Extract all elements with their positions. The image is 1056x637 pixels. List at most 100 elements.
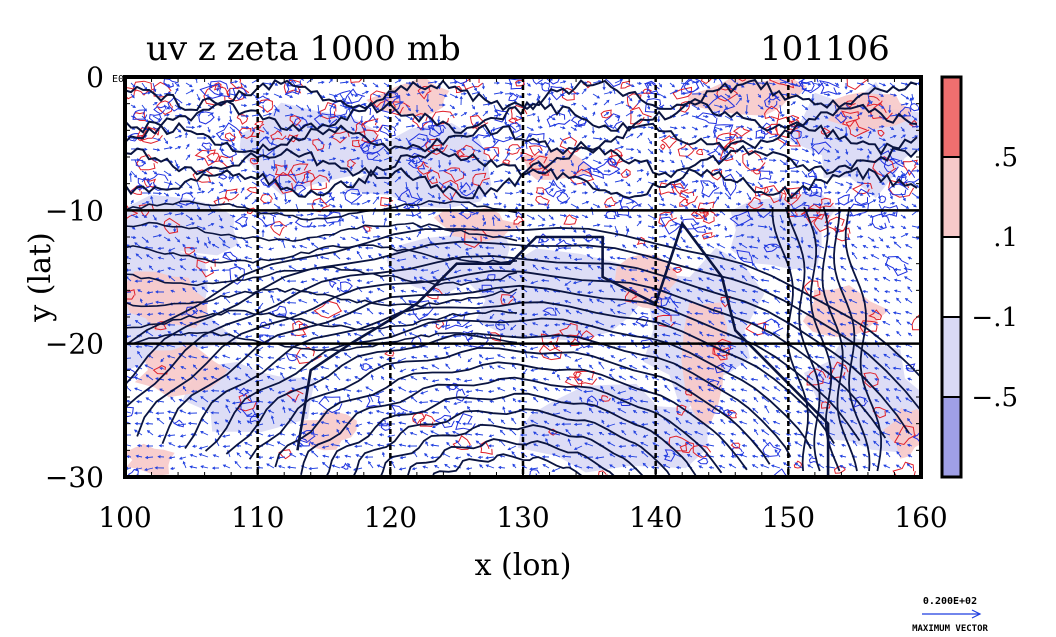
wind-vector bbox=[643, 243, 649, 249]
zeta-contour-line bbox=[544, 179, 565, 198]
wind-vector-head bbox=[771, 397, 776, 401]
wind-vector bbox=[324, 395, 330, 403]
wind-vector bbox=[903, 409, 913, 414]
wind-vector-head bbox=[563, 246, 567, 250]
wind-vector-head bbox=[276, 109, 280, 113]
wind-vector bbox=[328, 192, 335, 201]
wind-vector-head bbox=[267, 367, 272, 372]
wind-vector-head bbox=[584, 325, 588, 329]
wind-vector-head bbox=[883, 376, 887, 379]
zeta-contour-line bbox=[600, 109, 613, 119]
wind-vector-head bbox=[420, 391, 424, 395]
wind-vector bbox=[907, 286, 913, 293]
wind-vector-head bbox=[629, 375, 633, 379]
wind-vector-head bbox=[400, 266, 405, 269]
wind-vector-head bbox=[664, 296, 668, 300]
wind-vector bbox=[482, 93, 487, 100]
wind-vector bbox=[454, 269, 462, 273]
wind-vector-head bbox=[366, 421, 371, 425]
wind-vector bbox=[188, 355, 198, 359]
zeta-contour-line bbox=[733, 125, 751, 138]
wind-vector-head bbox=[881, 181, 886, 185]
wind-vector-head bbox=[155, 290, 159, 294]
wind-vector-head bbox=[365, 322, 370, 326]
wind-vector-head bbox=[487, 252, 491, 256]
wind-vector bbox=[807, 375, 814, 381]
wind-vector-head bbox=[336, 419, 340, 423]
wind-vector-head bbox=[805, 149, 809, 153]
wind-vector-head bbox=[395, 95, 399, 99]
wind-vector bbox=[141, 82, 148, 90]
wind-vector-head bbox=[610, 284, 614, 288]
wind-vector bbox=[779, 159, 786, 165]
wind-vector-head bbox=[354, 376, 358, 379]
wind-vector-head bbox=[900, 161, 904, 166]
wind-vector-head bbox=[708, 310, 712, 314]
wind-vector-head bbox=[500, 419, 504, 423]
wind-vector bbox=[525, 141, 528, 150]
zeta-contour-line bbox=[255, 95, 270, 104]
wind-vector-head bbox=[134, 365, 139, 369]
wind-vector-head bbox=[286, 301, 291, 305]
wind-vector-head bbox=[643, 278, 648, 282]
wind-vector-head bbox=[540, 82, 544, 86]
wind-vector bbox=[588, 264, 594, 271]
wind-vector-head bbox=[375, 84, 379, 88]
wind-vector-head bbox=[682, 182, 686, 186]
wind-vector-head bbox=[484, 110, 489, 114]
wind-vector bbox=[339, 104, 348, 109]
wind-vector-head bbox=[631, 200, 636, 204]
wind-vector bbox=[834, 126, 843, 131]
wind-vector bbox=[251, 199, 258, 205]
wind-vector bbox=[713, 129, 717, 139]
wind-vector-head bbox=[627, 183, 631, 187]
wind-vector-head bbox=[320, 203, 324, 207]
wind-vector-head bbox=[299, 244, 303, 248]
wind-vector-head bbox=[907, 377, 911, 381]
wind-vector-head bbox=[253, 214, 258, 218]
wind-vector-head bbox=[840, 396, 844, 400]
wind-vector-head bbox=[550, 335, 555, 340]
zeta-contour-line bbox=[892, 461, 916, 477]
wind-vector-head bbox=[686, 82, 690, 86]
wind-vector bbox=[431, 269, 440, 274]
wind-vector-head bbox=[261, 229, 265, 233]
wind-vector-head bbox=[354, 93, 359, 97]
wind-vector bbox=[564, 354, 572, 359]
wind-vector-head bbox=[561, 148, 566, 152]
wind-vector-head bbox=[142, 160, 147, 165]
wind-vector-head bbox=[463, 112, 468, 116]
wind-vector-head bbox=[236, 243, 240, 247]
wind-vector-head bbox=[663, 234, 668, 239]
zeta-contour-line bbox=[660, 143, 666, 151]
wind-vector bbox=[207, 159, 214, 163]
wind-vector-head bbox=[816, 239, 820, 243]
zeta-contour-line bbox=[260, 173, 278, 187]
wind-vector-head bbox=[530, 281, 534, 285]
wind-vector-head bbox=[265, 131, 269, 135]
wind-vector bbox=[438, 192, 440, 200]
wind-vector bbox=[217, 196, 220, 205]
wind-vector bbox=[735, 223, 744, 227]
wind-vector bbox=[603, 158, 611, 161]
wind-vector-head bbox=[851, 289, 855, 293]
wind-vector bbox=[529, 333, 539, 337]
wind-vector bbox=[851, 243, 858, 249]
wind-vector-head bbox=[884, 290, 888, 294]
wind-vector-head bbox=[609, 224, 613, 228]
wind-vector-head bbox=[803, 409, 807, 414]
wind-vector bbox=[818, 373, 825, 381]
wind-vector-head bbox=[741, 149, 745, 153]
wind-vector bbox=[669, 82, 675, 88]
wind-vector bbox=[695, 312, 704, 315]
wind-vector-head bbox=[376, 196, 380, 200]
wind-vector-head bbox=[284, 164, 288, 168]
zeta-contour-line bbox=[872, 156, 897, 178]
wind-vector-head bbox=[598, 361, 602, 365]
wind-vector bbox=[757, 115, 764, 118]
wind-vector-head bbox=[585, 200, 590, 204]
zeta-contour-line bbox=[859, 320, 878, 334]
wind-vector-head bbox=[781, 236, 786, 240]
wind-vector-head bbox=[916, 195, 920, 199]
wind-vector-head bbox=[800, 240, 804, 244]
